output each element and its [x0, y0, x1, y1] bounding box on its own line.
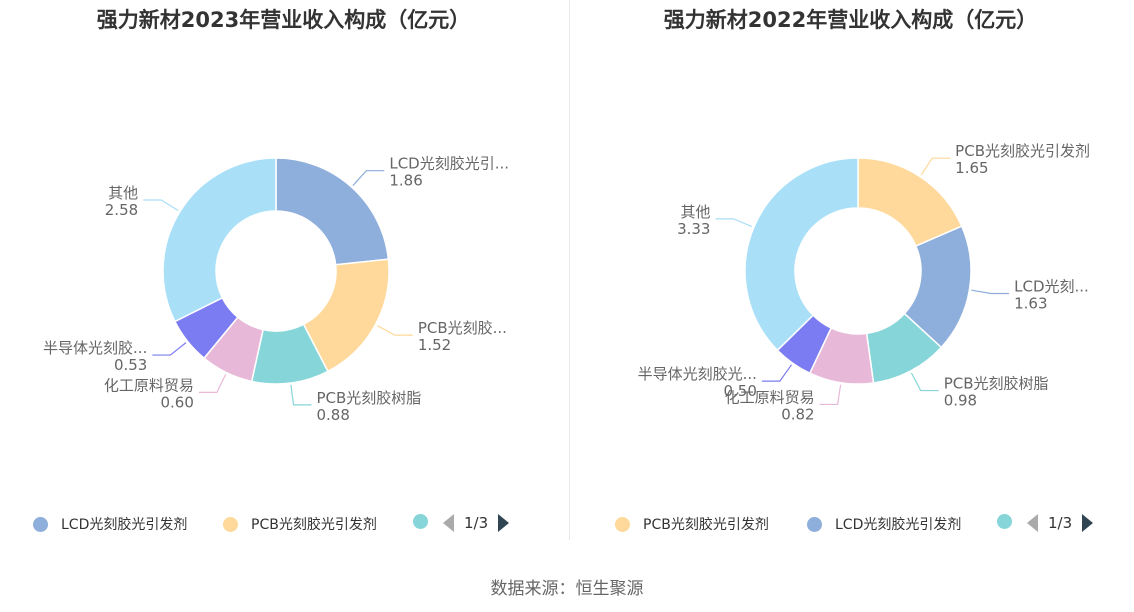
- chart-legend: LCD光刻胶光引发剂 PCB光刻胶光引发剂 1/3: [0, 514, 567, 536]
- slice-label: LCD光刻胶光引...: [389, 155, 509, 173]
- leader-line: [376, 325, 413, 336]
- leader-line: [910, 372, 939, 392]
- slice-value: 2.58: [105, 201, 138, 219]
- slice-value: 0.88: [317, 406, 350, 424]
- pager-prev-icon[interactable]: [443, 514, 454, 532]
- legend-label: LCD光刻胶光引发剂: [835, 517, 962, 533]
- slice-label: LCD光刻...: [1014, 278, 1089, 296]
- slice-value: 0.53: [114, 356, 147, 374]
- legend-marker: [33, 516, 48, 532]
- legend-label: PCB光刻胶光引发剂: [643, 517, 769, 533]
- slice-label: 化工原料贸易: [104, 376, 194, 394]
- legend-item[interactable]: [413, 514, 428, 529]
- slice-value: 1.52: [418, 336, 451, 354]
- pager-next-icon[interactable]: [498, 514, 510, 532]
- legend-marker: [413, 514, 428, 529]
- slice-label: PCB光刻胶光引发剂: [955, 142, 1090, 160]
- legend-pager: 1/3: [1027, 514, 1094, 532]
- chart-legend: PCB光刻胶光引发剂 LCD光刻胶光引发剂 1/3: [567, 514, 1134, 536]
- legend-item[interactable]: LCD光刻胶光引发剂: [807, 514, 961, 534]
- slice-label: 其他: [680, 203, 710, 221]
- leader-line: [290, 384, 312, 406]
- pager-text: 1/3: [1048, 514, 1073, 532]
- slice-label: PCB光刻胶...: [418, 319, 507, 337]
- slice-label: 其他: [108, 184, 138, 202]
- pie-slice[interactable]: [162, 157, 277, 323]
- pager-next-icon[interactable]: [1082, 514, 1094, 532]
- slice-value: 0.82: [781, 405, 814, 423]
- legend-label: PCB光刻胶光引发剂: [251, 517, 377, 533]
- pie-slice[interactable]: [744, 157, 859, 352]
- leader-line: [352, 170, 385, 186]
- slice-label: 化工原料贸易: [725, 388, 815, 406]
- chart-title: 强力新材2022年营业收入构成（亿元）: [663, 8, 1038, 32]
- pie-chart: LCD光刻胶光引...1.86 PCB光刻胶...1.52 PCB光刻胶树脂0.88…: [43, 155, 509, 424]
- pie-slice[interactable]: [275, 157, 390, 266]
- panel-divider: [569, 0, 570, 540]
- slice-label: 半导体光刻胶...: [43, 339, 147, 357]
- leader-line: [143, 199, 179, 212]
- legend-pager: 1/3: [443, 514, 510, 532]
- legend-item[interactable]: LCD光刻胶光引发剂: [33, 514, 187, 534]
- legend-label: LCD光刻胶光引发剂: [61, 517, 188, 533]
- legend-marker: [615, 516, 630, 532]
- slice-label: 半导体光刻胶光...: [638, 365, 757, 383]
- chart-panel-2022: 强力新材2022年营业收入构成（亿元） PCB光刻胶光引发剂 1.65 LCD光刻.…: [567, 0, 1134, 560]
- chart-panel-2023: 强力新材2023年营业收入构成（亿元） LCD光刻胶光引... 1.86 PCB光刻…: [0, 0, 567, 560]
- slice-value: 1.65: [955, 159, 988, 177]
- leader-line: [152, 342, 187, 356]
- chart-title: 强力新材2023年营业收入构成（亿元）: [96, 8, 471, 32]
- legend-marker: [997, 514, 1012, 529]
- legend-marker: [807, 516, 822, 532]
- slice-value: 1.63: [1014, 295, 1047, 313]
- legend-item[interactable]: PCB光刻胶光引发剂: [223, 514, 377, 534]
- legend-item[interactable]: [997, 514, 1012, 529]
- slice-label: PCB光刻胶树脂: [317, 389, 422, 407]
- slice-value: 3.33: [677, 220, 710, 238]
- legend-marker: [223, 516, 238, 532]
- leader-line: [198, 374, 227, 393]
- pager-text: 1/3: [464, 514, 489, 532]
- slice-label: PCB光刻胶树脂: [944, 375, 1049, 393]
- leader-line: [715, 218, 753, 228]
- pager-prev-icon[interactable]: [1027, 514, 1038, 532]
- slice-value: 0.98: [944, 392, 977, 410]
- leader-line: [971, 289, 1010, 295]
- leader-line: [920, 157, 951, 176]
- slice-value: 1.86: [389, 172, 422, 190]
- data-source: 数据来源：恒生聚源: [490, 579, 644, 599]
- slice-value: 0.60: [160, 393, 193, 411]
- legend-item[interactable]: PCB光刻胶光引发剂: [615, 514, 769, 534]
- slice-value: 0.50: [723, 382, 756, 400]
- leader-line: [761, 364, 792, 382]
- leader-line: [819, 384, 842, 406]
